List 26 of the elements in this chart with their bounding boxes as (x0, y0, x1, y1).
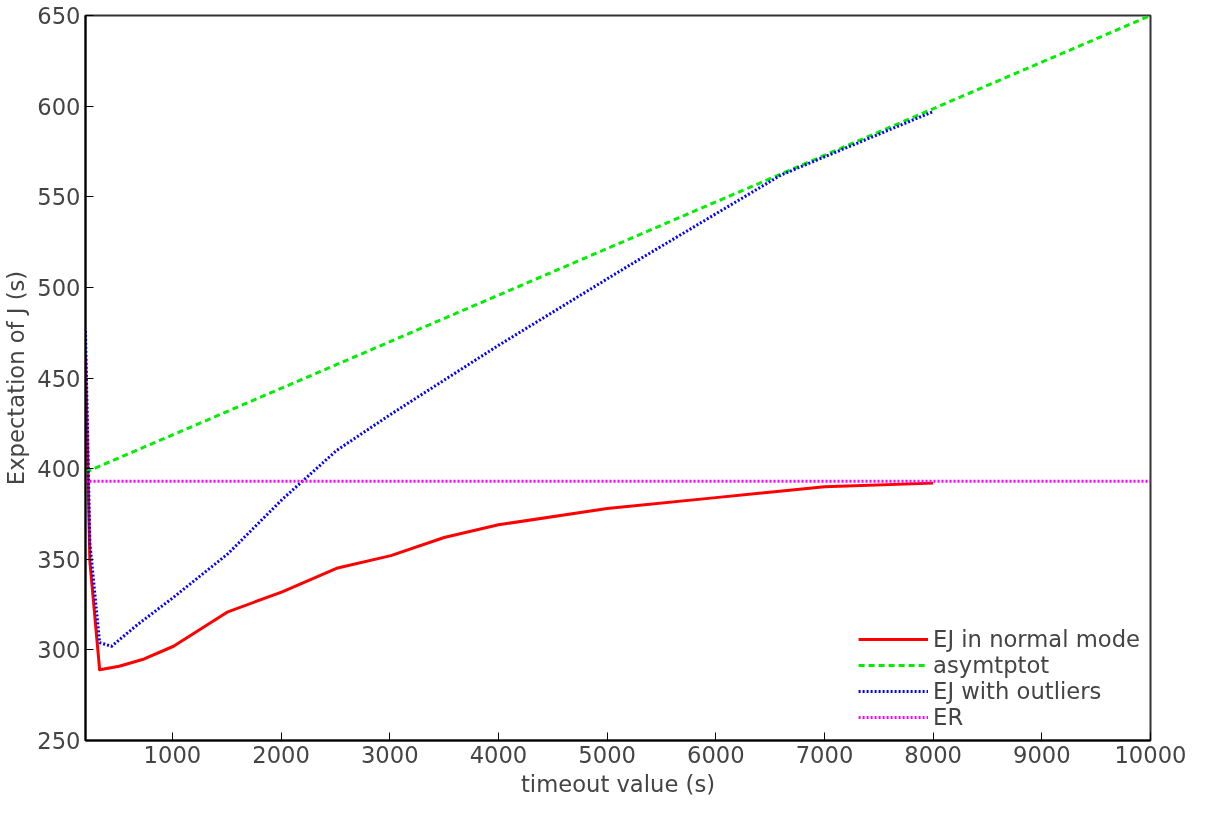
legend-label: ER (933, 704, 964, 730)
y-tick-label: 500 (37, 274, 81, 301)
x-tick-label: 10000 (1114, 741, 1187, 768)
line-series (85, 110, 935, 648)
y-axis-title: Expectation of J (s) (3, 270, 30, 486)
x-axis-title: timeout value (s) (520, 770, 716, 797)
x-tick-label: 8000 (904, 741, 962, 768)
y-tick-label: 250 (37, 728, 81, 754)
y-tick-label: 300 (37, 637, 81, 664)
x-tick-label: 1000 (143, 741, 202, 768)
y-tick-label: 350 (37, 546, 81, 573)
x-tick-label: 6000 (686, 741, 745, 768)
y-tick-label: 600 (37, 93, 81, 120)
y-tick-label: 650 (37, 3, 81, 29)
x-tick-label: 2000 (252, 741, 310, 768)
x-tick-label: 7000 (795, 741, 854, 768)
x-tick-label: 9000 (1013, 741, 1071, 768)
y-tick-label: 400 (37, 456, 81, 483)
y-tick-label: 550 (37, 184, 81, 211)
y-tick-label: 450 (37, 365, 81, 392)
x-tick-label: 5000 (578, 741, 636, 768)
legend-label: asymtptot (933, 652, 1050, 678)
x-tick-label: 3000 (360, 741, 419, 768)
x-tick-label: 4000 (469, 741, 528, 768)
legend-label: EJ in normal mode (933, 626, 1140, 652)
legend-label: EJ with outliers (933, 678, 1102, 704)
